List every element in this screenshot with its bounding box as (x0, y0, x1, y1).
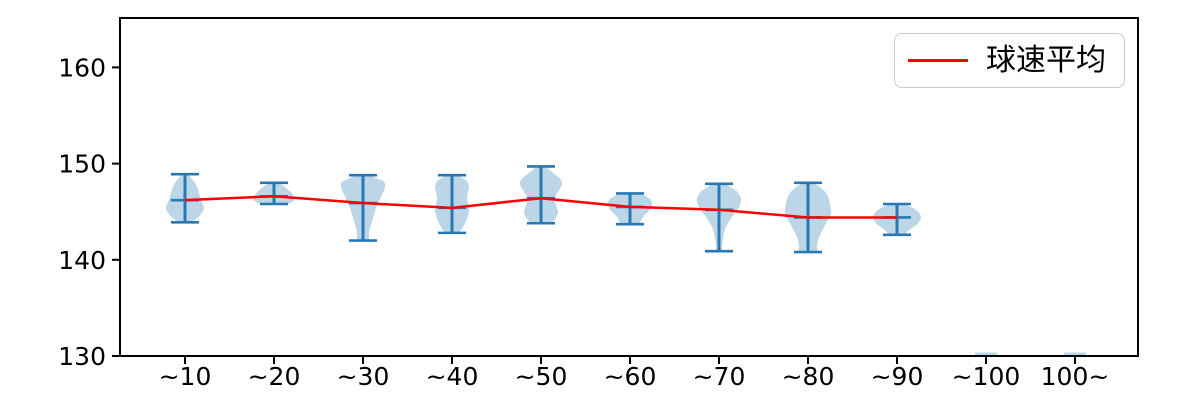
x-axis-tick-label: ~80 (782, 362, 835, 391)
x-axis-tick-label: ~90 (871, 362, 924, 391)
legend-label: 球速平均 (986, 42, 1106, 78)
x-axis-tick-label: ~70 (693, 362, 746, 391)
y-axis-tick-label: 150 (58, 150, 106, 179)
legend-line-swatch (908, 59, 968, 62)
x-axis-tick-label: ~20 (248, 362, 301, 391)
y-axis-tick-label: 130 (58, 342, 106, 371)
x-axis-tick-label: ~40 (426, 362, 479, 391)
x-axis-tick-label: ~60 (604, 362, 657, 391)
mean-line (184, 195, 897, 219)
x-axis-tick-label: ~30 (337, 362, 390, 391)
x-axis-tick-label: ~10 (159, 362, 212, 391)
legend: 球速平均 (894, 33, 1125, 88)
x-axis-tick-label: 100~ (1041, 362, 1110, 391)
x-axis-tick-label: ~100 (952, 362, 1021, 391)
y-axis-tick-label: 160 (58, 53, 106, 82)
empty-group-marker (1064, 352, 1086, 355)
empty-group-marker (975, 352, 997, 355)
y-axis-tick-label: 140 (58, 246, 106, 275)
x-axis-tick-label: ~50 (515, 362, 568, 391)
